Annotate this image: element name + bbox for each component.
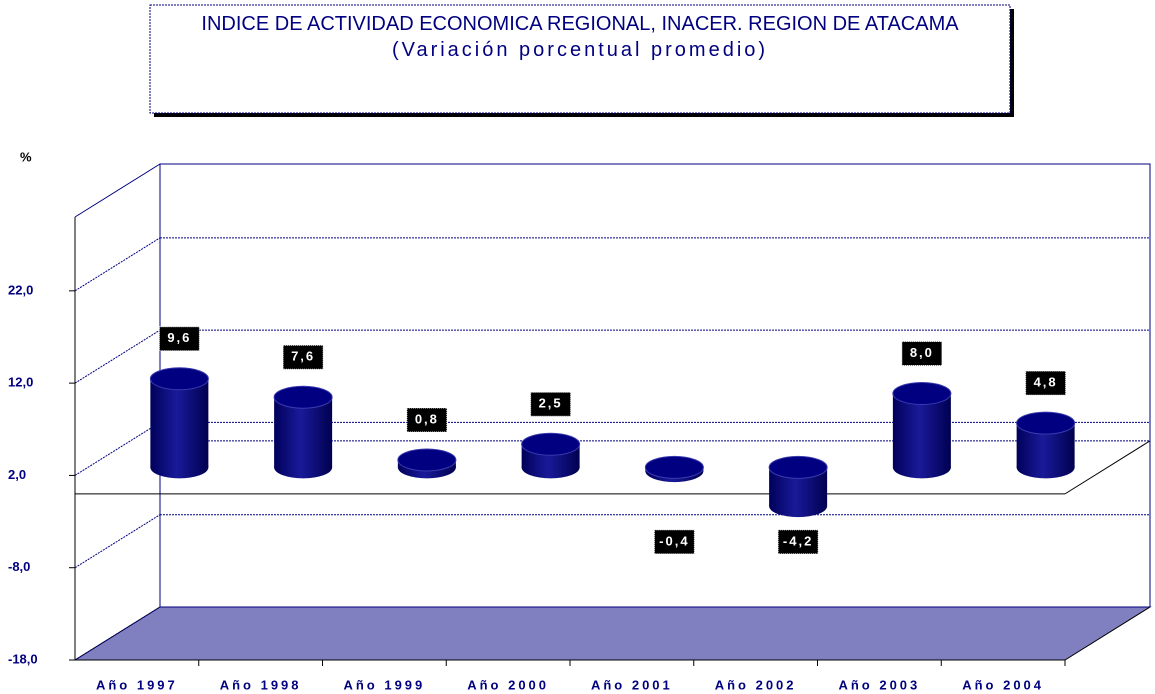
y-tick-label: 12,0	[8, 375, 33, 390]
x-tick-label: Año 2004	[962, 677, 1044, 692]
x-tick-label: Año 1997	[96, 677, 178, 692]
y-tick-label: 22,0	[8, 282, 33, 297]
y-axis-label: %	[20, 149, 32, 164]
y-tick-label: -8,0	[8, 559, 30, 574]
grid-line	[74, 606, 161, 661]
side-edge	[74, 163, 161, 218]
value-label-box	[158, 326, 200, 352]
x-tick-label: Año 2003	[838, 677, 920, 692]
cylinder-top	[521, 432, 581, 456]
cylinder-top	[397, 448, 457, 472]
cylinder-top	[768, 455, 828, 479]
chart-subtitle: (Variación porcentual promedio)	[391, 39, 769, 61]
value-label: -0,4	[659, 533, 689, 548]
grid-line	[74, 329, 161, 384]
title-box	[149, 4, 1011, 114]
value-label-box	[282, 344, 324, 370]
x-tick-label: Año 2002	[715, 677, 797, 692]
value-label-box	[1025, 370, 1067, 396]
y-tick-label: 2,0	[8, 467, 26, 482]
floor	[73, 606, 1152, 661]
grid-line	[74, 237, 161, 292]
value-label-box	[653, 529, 695, 555]
bar	[274, 397, 333, 468]
cylinder-top	[1016, 411, 1076, 435]
value-label: 8,0	[910, 345, 934, 360]
value-label: 0,8	[415, 411, 439, 426]
cylinder-top	[892, 382, 952, 406]
value-label: 9,6	[167, 330, 191, 345]
bar	[150, 378, 209, 468]
zero-line	[1064, 440, 1151, 495]
value-label-box	[901, 341, 943, 367]
chart-title: INDICE DE ACTIVIDAD ECONOMICA REGIONAL, …	[201, 13, 959, 35]
value-label-box	[777, 529, 819, 555]
cylinder-top	[149, 367, 209, 391]
value-label: -4,2	[783, 533, 813, 548]
cylinder-top	[273, 385, 333, 409]
value-label: 4,8	[1034, 375, 1058, 390]
x-tick-label: Año 1999	[343, 677, 425, 692]
title-block: INDICE DE ACTIVIDAD ECONOMICA REGIONAL, …	[150, 5, 1010, 63]
x-tick-label: Año 1998	[220, 677, 302, 692]
x-tick-label: Año 2001	[591, 677, 673, 692]
value-label: 2,5	[539, 396, 563, 411]
cylinder-top	[644, 455, 704, 479]
x-tick-label: Año 2000	[467, 677, 549, 692]
value-label-box	[406, 407, 448, 433]
value-label: 7,6	[291, 349, 315, 364]
grid-line	[74, 421, 161, 476]
y-tick-label: -18,0	[8, 651, 38, 666]
bar	[892, 393, 951, 468]
grid-line	[74, 514, 161, 569]
title-wrap: INDICE DE ACTIVIDAD ECONOMICA REGIONAL, …	[150, 5, 1010, 63]
value-label-box	[530, 391, 572, 417]
